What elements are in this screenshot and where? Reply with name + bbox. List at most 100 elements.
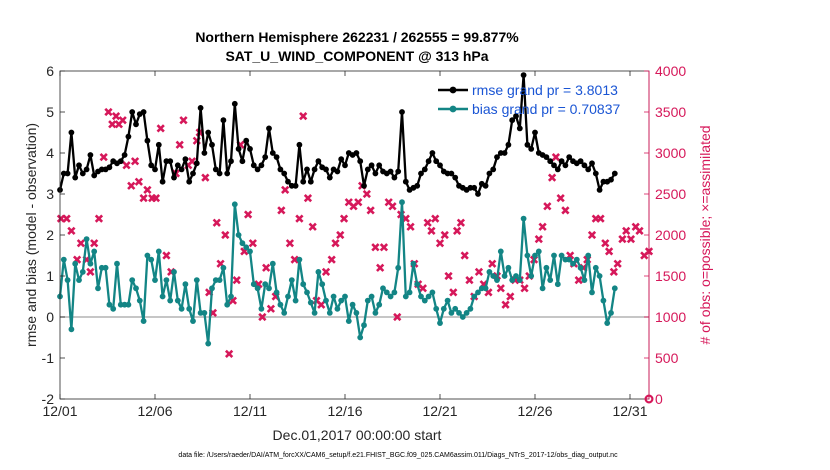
rmse-point <box>243 137 250 144</box>
rmse-point <box>482 182 489 189</box>
bias-point <box>573 256 580 263</box>
obs-assimilated-point <box>609 267 618 277</box>
rmse-point <box>592 170 599 177</box>
obs-assimilated-point <box>221 230 230 240</box>
rmse-point <box>140 109 147 115</box>
bias-point <box>600 297 607 304</box>
rmse-point <box>125 133 132 140</box>
bias-point <box>494 277 500 283</box>
bias-point <box>110 305 117 312</box>
bias-point <box>304 289 310 296</box>
bias-point <box>402 293 409 300</box>
y-left-axis-label: rmse and bias (model - observation) <box>23 123 39 347</box>
obs-assimilated-point <box>281 185 290 195</box>
y-right-tick-label: 2000 <box>655 227 686 243</box>
bias-point <box>186 305 193 312</box>
rmse-point <box>209 141 215 148</box>
x-tick-label: 12/16 <box>327 403 362 419</box>
obs-assimilated-point <box>406 222 415 231</box>
bias-point <box>247 248 253 255</box>
bias-point <box>357 334 364 341</box>
bias-point <box>323 297 329 304</box>
bias-point <box>475 289 481 296</box>
bias-point <box>262 281 269 288</box>
rmse-point <box>155 141 162 148</box>
rmse-point <box>216 170 223 177</box>
rmse-point <box>547 158 554 165</box>
rmse-point <box>596 187 603 193</box>
bias-point <box>224 301 231 308</box>
obs-assimilated-point <box>327 255 336 264</box>
bias-point <box>418 293 424 300</box>
rmse-point <box>250 162 257 169</box>
bias-point <box>269 260 276 267</box>
obs-assimilated-point <box>151 193 161 203</box>
obs-assimilated-point <box>67 226 76 236</box>
obs-assimilated-point <box>449 288 458 297</box>
rmse-point <box>566 154 573 161</box>
y-right-tick-label: 2500 <box>655 186 686 202</box>
bias-point <box>330 293 337 300</box>
rmse-point <box>585 166 592 173</box>
bias-point <box>140 318 147 324</box>
bias-point <box>414 281 421 288</box>
bias-point <box>554 281 561 288</box>
rmse-point <box>361 182 367 189</box>
bias-point <box>72 260 79 267</box>
rmse-point <box>87 152 94 158</box>
rmse-point <box>171 174 177 181</box>
obs-assimilated-point <box>108 120 117 129</box>
bias-point <box>551 252 557 259</box>
obs-assimilated-point <box>551 152 561 162</box>
obs-assimilated-point <box>427 226 436 236</box>
rmse-point <box>338 156 345 163</box>
plot-area <box>60 71 649 399</box>
obs-assimilated-point <box>248 239 257 248</box>
rmse-point <box>376 162 383 169</box>
rmse-point <box>262 154 269 161</box>
rmse-point <box>543 154 550 161</box>
rmse-point <box>239 158 246 165</box>
rmse-point <box>228 158 234 165</box>
obs-assimilated-point <box>362 189 371 199</box>
obs-assimilated-point <box>393 312 402 322</box>
bias-point <box>463 310 470 316</box>
rmse-point <box>178 166 185 173</box>
obs-assimilated-point <box>139 193 148 203</box>
bias-point <box>395 264 402 271</box>
rmse-point <box>144 137 151 144</box>
bias-point <box>391 289 398 296</box>
rmse-point <box>418 170 424 177</box>
bias-point <box>482 285 489 292</box>
rmse-point <box>64 170 71 177</box>
bias-point <box>429 289 436 296</box>
bias-point <box>486 269 493 275</box>
x-tick-label: 12/01 <box>42 403 77 419</box>
rmse-point <box>159 178 166 185</box>
bias-point <box>76 277 82 283</box>
y-left-tick-label: 6 <box>46 63 54 79</box>
bias-point <box>91 248 98 255</box>
bias-point <box>114 260 120 267</box>
obs-assimilated-point <box>122 161 131 170</box>
legend-bias-marker <box>449 105 457 113</box>
bias-point <box>296 256 303 263</box>
y-left-tick-label: 3 <box>46 186 54 202</box>
obs-assimilated-point <box>262 263 271 272</box>
obs-assimilated-point <box>587 230 597 240</box>
rmse-point <box>193 160 200 167</box>
obs-assimilated-point <box>547 173 557 182</box>
obs-assimilated-point <box>175 140 184 149</box>
obs-assimilated-point <box>266 304 276 313</box>
bias-point <box>387 293 394 300</box>
rmse-point <box>190 170 196 177</box>
legend-bias-label: bias grand pr = 0.70837 <box>472 101 620 117</box>
obs-assimilated-point <box>371 243 380 252</box>
chart-title-line1: Northern Hemisphere 262231 / 262555 = 99… <box>195 29 519 45</box>
bias-point <box>509 277 516 283</box>
rmse-point <box>72 174 79 181</box>
bias-point <box>399 199 405 206</box>
obs-assimilated-point <box>317 300 326 309</box>
bias-point <box>136 297 143 304</box>
obs-assimilated-point <box>179 116 188 125</box>
